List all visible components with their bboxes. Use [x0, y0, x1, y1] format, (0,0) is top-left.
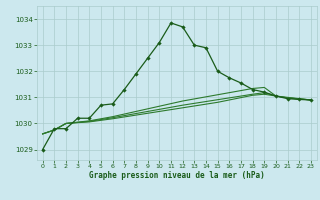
X-axis label: Graphe pression niveau de la mer (hPa): Graphe pression niveau de la mer (hPa) — [89, 171, 265, 180]
